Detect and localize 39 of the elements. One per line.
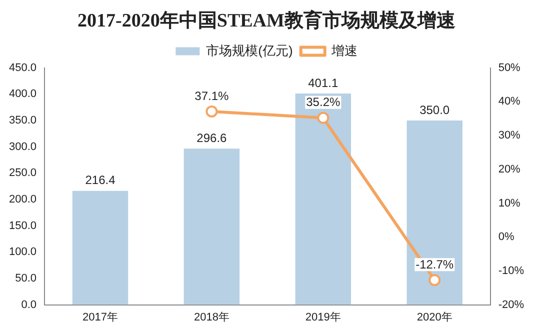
chart-title: 2017-2020年中国STEAM教育市场规模及增速 <box>78 9 456 32</box>
bar <box>184 148 240 305</box>
data-label: 401.1 <box>308 76 338 90</box>
point <box>428 274 441 286</box>
y2-tick-label: -20% <box>498 298 524 311</box>
y-tick-label: 200.0 <box>8 194 37 206</box>
bar <box>72 190 128 305</box>
data-label: 37.1% <box>194 88 230 103</box>
x-tick-label: 2020年 <box>416 311 452 324</box>
data-label: 296.6 <box>196 130 228 145</box>
point <box>317 112 330 124</box>
y2-tick-label: 40% <box>498 96 521 108</box>
data-label: -12.7% <box>416 257 454 272</box>
bar <box>406 120 462 305</box>
x-tick-label: 2018年 <box>194 311 230 324</box>
y-tick-label: 250.0 <box>8 167 37 180</box>
y-tick-label: 150.0 <box>8 220 37 232</box>
x-tick-label: 2017年 <box>82 311 118 324</box>
y-tick-label: 100.0 <box>8 246 37 258</box>
y-tick-label: 350.0 <box>8 114 37 126</box>
y-tick-label: 450.0 <box>8 62 37 74</box>
data-label: 35.2% <box>306 95 340 110</box>
legend-label: 市场规模(亿元) <box>206 42 293 58</box>
data-label: 216.4 <box>85 173 116 188</box>
y2-tick-label: 20% <box>498 163 521 176</box>
y2-tick-label: 10% <box>498 197 521 210</box>
y2-tick-label: -10% <box>498 264 524 277</box>
x-tick-label: 2019年 <box>305 311 341 324</box>
bar <box>295 94 352 305</box>
data-label: 350.0 <box>420 102 450 117</box>
legend-label: 增速 <box>330 42 358 58</box>
y2-tick-label: 50% <box>498 62 521 74</box>
y-tick-label: 300.0 <box>8 140 37 153</box>
y-tick-label: 400.0 <box>8 88 37 100</box>
point <box>206 105 218 118</box>
y-tick-label: 50.0 <box>15 272 37 284</box>
y2-tick-label: 0% <box>498 231 514 244</box>
y2-tick-label: 30% <box>498 130 521 142</box>
y-tick-label: 0.0 <box>21 298 37 311</box>
